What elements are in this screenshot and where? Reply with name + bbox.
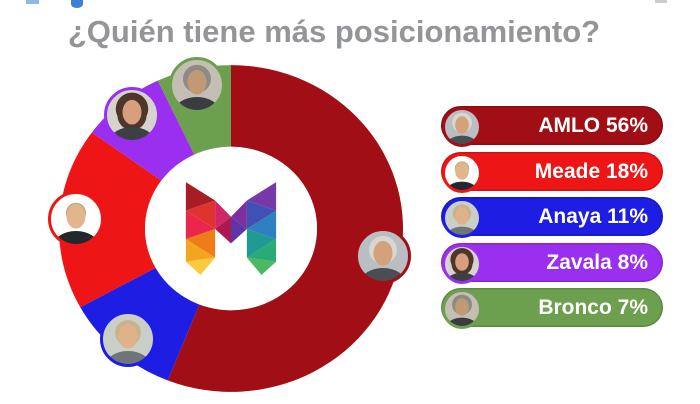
legend-photo-bronco xyxy=(442,289,482,329)
avatar-icon xyxy=(48,191,105,248)
logo-facets xyxy=(185,182,277,275)
cropped-icon-fragment xyxy=(71,0,83,8)
donut-photo-anaya xyxy=(100,310,157,367)
avatar-icon xyxy=(442,152,482,193)
legend-item-anaya: Anaya 11% xyxy=(441,197,663,238)
cropped-icon-fragment xyxy=(655,0,667,3)
legend-item-meade: Meade 18% xyxy=(441,151,663,193)
avatar-icon xyxy=(442,198,482,238)
donut-photo-meade xyxy=(48,191,105,248)
legend-label: Meade 18% xyxy=(534,159,648,183)
legend-item-bronco: Bronco 7% xyxy=(441,288,663,329)
merca20-m-logo-icon xyxy=(185,182,277,275)
legend-item-zavala: Zavala 8% xyxy=(441,242,663,284)
cropped-icon-fragment xyxy=(26,0,39,4)
avatar-icon xyxy=(104,87,161,144)
legend-label: Zavala 8% xyxy=(546,250,648,274)
avatar-icon xyxy=(100,310,157,367)
legend-label: Bronco 7% xyxy=(538,296,648,319)
legend-label: AMLO 56% xyxy=(538,114,648,137)
legend-photo-meade xyxy=(442,152,482,193)
slice-amlo xyxy=(167,65,403,392)
legend: AMLO 56% Meade 18% Anaya 11% Zavala 8% Bronc… xyxy=(441,106,663,329)
legend-label: Anaya 11% xyxy=(538,205,648,228)
legend-photo-amlo xyxy=(442,107,482,147)
legend-photo-zavala xyxy=(442,243,482,284)
legend-photo-anaya xyxy=(442,198,482,238)
slice-meade xyxy=(59,132,162,308)
donut-photo-zavala xyxy=(104,87,161,144)
avatar-icon xyxy=(355,228,412,285)
avatar-icon xyxy=(442,289,482,329)
positioning-donut-chart xyxy=(48,56,412,392)
page-title: ¿Quién tiene más posicionamiento? xyxy=(67,14,601,49)
avatar-icon xyxy=(442,243,482,284)
legend-item-amlo: AMLO 56% xyxy=(441,106,663,147)
donut-photo-amlo xyxy=(355,228,412,285)
avatar-icon xyxy=(169,56,226,113)
avatar-icon xyxy=(442,107,482,147)
donut-photo-bronco xyxy=(169,56,226,113)
